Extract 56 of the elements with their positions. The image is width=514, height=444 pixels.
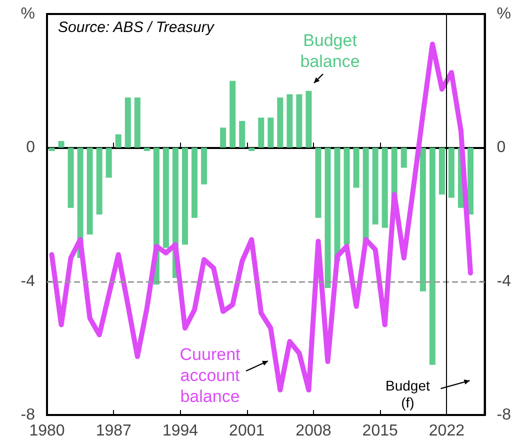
bar xyxy=(344,148,350,245)
x-tick-label: 2022 xyxy=(428,422,465,440)
bar xyxy=(201,148,208,184)
bar xyxy=(277,98,284,148)
bar xyxy=(115,134,122,148)
bar xyxy=(438,148,445,194)
bar xyxy=(48,148,55,152)
bar xyxy=(268,118,274,148)
bar xyxy=(306,90,312,148)
y2-tick-label: 0 xyxy=(496,139,506,156)
bar xyxy=(353,148,360,188)
series-label: Cuurent account balance xyxy=(180,345,241,406)
bar xyxy=(124,98,131,148)
bar xyxy=(239,120,246,148)
series-label: Budget balance xyxy=(300,31,360,71)
y-tick-label: 0 xyxy=(26,139,36,156)
y-tick-label: -4 xyxy=(20,272,36,290)
bar xyxy=(334,148,340,262)
y2-tick-label: % xyxy=(496,6,512,22)
x-tick-label: 1980 xyxy=(29,422,65,440)
y2-tick-label: -8 xyxy=(496,406,512,424)
bar xyxy=(58,140,64,148)
bar xyxy=(468,148,474,214)
annotation: Budget (f) xyxy=(386,378,430,411)
bar xyxy=(96,148,102,214)
bar xyxy=(258,118,264,148)
bar xyxy=(86,148,93,235)
y-tick-label: % xyxy=(20,6,35,22)
x-tick-label: 1987 xyxy=(96,422,132,440)
bar xyxy=(429,148,436,365)
x-tick-label: 2015 xyxy=(362,422,398,440)
bar xyxy=(192,148,198,218)
y-tick-label: -8 xyxy=(20,406,36,424)
bar xyxy=(382,148,388,228)
bar xyxy=(372,148,378,225)
x-tick-label: 2008 xyxy=(296,422,332,440)
bar xyxy=(182,148,188,245)
bar xyxy=(134,98,140,148)
bar xyxy=(400,148,407,168)
bar xyxy=(315,148,322,218)
x-tick-label: 2001 xyxy=(229,422,265,440)
bar xyxy=(296,94,302,148)
annotation: Source: ABS / Treasury xyxy=(58,19,216,36)
bar xyxy=(324,148,331,288)
bar xyxy=(448,148,454,198)
bar xyxy=(68,148,74,208)
x-tick-label: 1994 xyxy=(162,422,198,440)
bar xyxy=(420,148,426,292)
y2-tick-label: -4 xyxy=(496,272,512,290)
bar xyxy=(106,148,112,178)
bar xyxy=(162,148,169,248)
bar xyxy=(220,128,226,148)
bar xyxy=(230,80,236,148)
bar xyxy=(248,148,255,152)
bar xyxy=(286,94,293,148)
bar xyxy=(144,148,150,152)
